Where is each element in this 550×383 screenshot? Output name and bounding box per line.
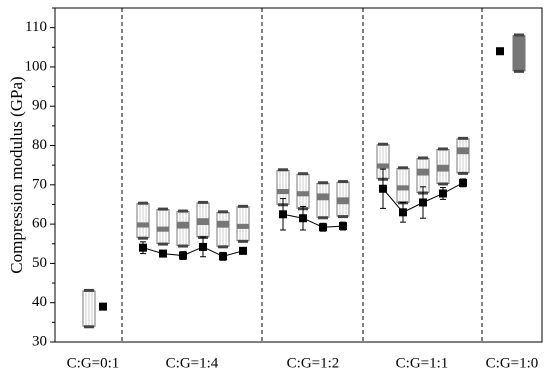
y-tick-label: 30: [32, 333, 47, 349]
data-point: [239, 246, 247, 255]
sample-cap: [218, 245, 228, 249]
data-point: [99, 302, 107, 311]
sample-cap: [138, 236, 148, 240]
sample-cap: [218, 210, 228, 214]
sample-band: [297, 191, 309, 197]
x-group-label: C:G=1:4: [166, 355, 219, 371]
y-tick-label: 50: [32, 255, 47, 271]
data-point: [399, 208, 407, 217]
sample-cap: [438, 182, 448, 186]
y-tick-label: 40: [32, 294, 47, 310]
y-tick-label: 70: [32, 176, 47, 192]
sample-cap: [338, 180, 348, 184]
data-point: [179, 251, 187, 260]
plot-frame: [54, 7, 543, 343]
y-tick-label: 60: [32, 216, 47, 232]
sample-cap: [378, 142, 388, 146]
sample-cap: [198, 200, 208, 204]
data-point: [419, 198, 427, 207]
x-group-label: C:G=1:0: [486, 355, 539, 371]
sample-cap: [458, 136, 468, 140]
sample-band: [317, 193, 329, 201]
data-point: [496, 47, 504, 56]
data-point: [159, 249, 167, 258]
data-point: [379, 184, 387, 193]
x-group-label: C:G=0:1: [67, 355, 120, 371]
x-group-label: C:G=1:2: [287, 355, 340, 371]
y-tick-label: 110: [25, 19, 47, 35]
sample-cap: [84, 288, 94, 292]
data-point: [299, 214, 307, 223]
sample-band: [137, 222, 149, 228]
data-point: [459, 178, 467, 187]
sample-cap: [514, 33, 524, 37]
data-point: [199, 242, 207, 251]
data-point: [219, 252, 227, 261]
sample-cap: [438, 147, 448, 151]
sample-band: [277, 188, 289, 195]
sample-cap: [398, 166, 408, 170]
sample-cap: [514, 69, 524, 73]
x-group-label: C:G=1:1: [396, 355, 449, 371]
sample-band: [337, 197, 349, 205]
sample-band: [397, 185, 409, 191]
y-axis-label: Compression modulus (GPa): [7, 76, 26, 273]
data-point: [279, 210, 287, 219]
sample-cap: [138, 201, 148, 205]
sample-band: [237, 223, 249, 229]
sample-band: [177, 221, 189, 229]
sample-cap: [158, 242, 168, 246]
data-line: [282, 213, 344, 228]
sample-cap: [298, 172, 308, 176]
sample-cap: [338, 215, 348, 219]
sample-cap: [178, 209, 188, 213]
sample-band: [437, 164, 449, 172]
sample-cap: [238, 204, 248, 208]
sample-cap: [238, 239, 248, 243]
sample-cap: [178, 244, 188, 248]
data-point: [439, 189, 447, 198]
sample-band: [157, 226, 169, 232]
sample-band: [457, 147, 469, 155]
data-point: [139, 243, 147, 252]
sample-band: [377, 163, 389, 169]
sample-band: [417, 168, 429, 176]
sample-cap: [318, 216, 328, 220]
sample-cap: [158, 207, 168, 211]
sample-band: [217, 220, 229, 228]
data-point: [319, 223, 327, 232]
y-tick-label: 100: [25, 58, 48, 74]
sample-cap: [84, 325, 94, 329]
data-point: [339, 222, 347, 231]
sample-cap: [458, 171, 468, 175]
sample-cap: [418, 156, 428, 160]
sample-cap: [278, 168, 288, 172]
sample-band: [513, 35, 525, 71]
y-tick-label: 90: [32, 98, 47, 114]
y-tick-label: 80: [32, 137, 47, 153]
sample-band: [197, 218, 209, 226]
sample-cap: [318, 181, 328, 185]
